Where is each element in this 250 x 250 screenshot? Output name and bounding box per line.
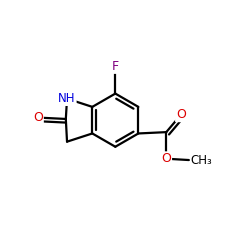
Text: NH: NH: [58, 92, 76, 105]
Text: O: O: [161, 152, 171, 165]
Text: O: O: [33, 111, 43, 124]
Text: O: O: [176, 108, 186, 121]
Text: CH₃: CH₃: [190, 154, 212, 166]
Text: F: F: [112, 60, 119, 73]
